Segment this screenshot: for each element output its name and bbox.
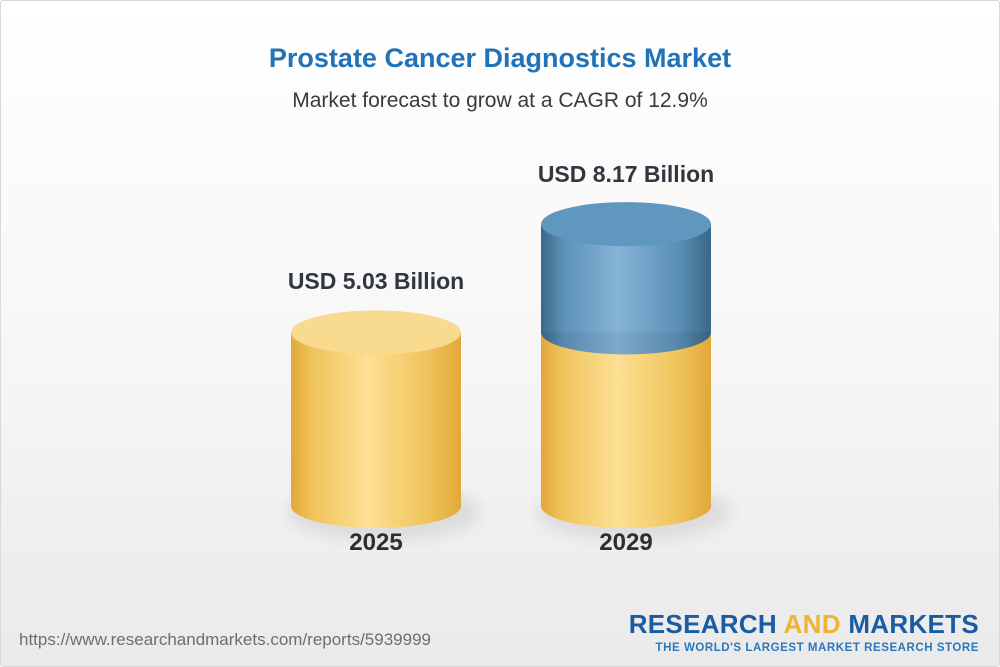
logo-tagline: THE WORLD'S LARGEST MARKET RESEARCH STOR… [655,642,979,654]
bar-value-label-2025: USD 5.03 Billion [287,268,465,294]
research-and-markets-logo: RESEARCH AND MARKETS THE WORLD'S LARGEST… [629,609,979,654]
report-url: https://www.researchandmarkets.com/repor… [19,630,431,649]
bar-value-label-2029: USD 8.17 Billion [537,161,715,187]
page-title: Prostate Cancer Diagnostics Market [268,43,732,73]
axis-label-2025: 2025 [349,529,403,556]
logo-wordmark: RESEARCH AND MARKETS [629,609,979,640]
logo-word-research: RESEARCH [628,609,778,639]
logo-word-markets: MARKETS [848,609,979,639]
axis-label-2029: 2029 [599,529,653,556]
logo-word-and: AND [783,609,841,639]
page-subtitle: Market forecast to grow at a CAGR of 12.… [292,89,708,112]
